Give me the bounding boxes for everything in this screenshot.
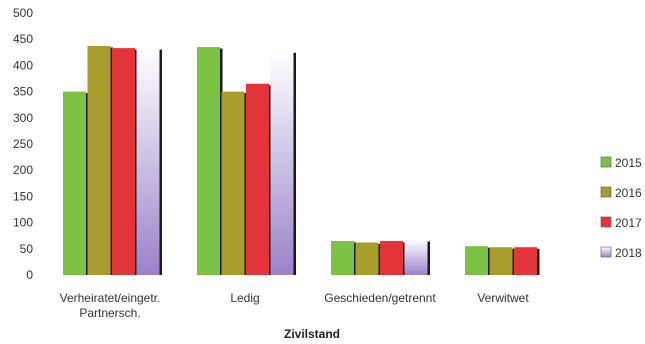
- bar-2015-3: [465, 246, 488, 275]
- category-label: Verwitwet: [477, 291, 529, 305]
- bar-2018-1: [270, 51, 294, 275]
- y-axis: 0 50 100 150 200 250 300 350 400 450 500: [13, 6, 33, 282]
- category-label: Geschieden/getrennt: [324, 291, 436, 305]
- bar-2017-1: [246, 83, 269, 276]
- bar-2017-2: [380, 240, 403, 275]
- bar-2017-3: [514, 247, 537, 275]
- y-tick-label: 100: [13, 216, 33, 230]
- x-axis-title: Zivilstand: [284, 327, 340, 341]
- bar-2016-2: [355, 242, 379, 275]
- legend-label-2018: 2018: [615, 246, 642, 260]
- bar-2016-0: [87, 46, 111, 276]
- y-tick-label: 500: [13, 6, 33, 20]
- legend-swatch-2016: [600, 186, 612, 198]
- bar-2016-3: [489, 247, 513, 275]
- legend-swatch-2018: [600, 246, 612, 258]
- legend-swatch-2015: [600, 156, 612, 168]
- bar-2015-2: [331, 240, 354, 275]
- y-tick-label: 50: [20, 242, 34, 256]
- y-tick-label: 300: [13, 111, 33, 125]
- bar-2016-1: [221, 91, 245, 275]
- legend-label-2015: 2015: [615, 156, 642, 170]
- y-tick-label: 200: [13, 163, 33, 177]
- y-tick-label: 400: [13, 58, 33, 72]
- category-label: Verheiratet/eingetr. Partnersch.: [60, 291, 161, 320]
- y-tick-label: 0: [26, 268, 33, 282]
- y-tick-label: 150: [13, 189, 33, 203]
- legend-label-2016: 2016: [615, 186, 642, 200]
- bar-2015-0: [63, 91, 86, 275]
- legend: 2015 2016 2017 2018: [600, 156, 642, 260]
- y-tick-label: 250: [13, 137, 33, 151]
- y-tick-label: 350: [13, 85, 33, 99]
- y-tick-label: 450: [13, 32, 33, 46]
- bar-2018-0: [136, 48, 160, 275]
- bar-2017-0: [112, 48, 135, 275]
- bars: [63, 46, 540, 276]
- legend-label-2017: 2017: [615, 216, 642, 230]
- bar-2018-2: [404, 239, 428, 275]
- bar-2015-1: [197, 47, 220, 276]
- category-label: Ledig: [230, 291, 259, 305]
- x-axis-labels: Verheiratet/eingetr. Partnersch. Ledig Gesc…: [60, 291, 530, 320]
- legend-swatch-2017: [600, 216, 612, 228]
